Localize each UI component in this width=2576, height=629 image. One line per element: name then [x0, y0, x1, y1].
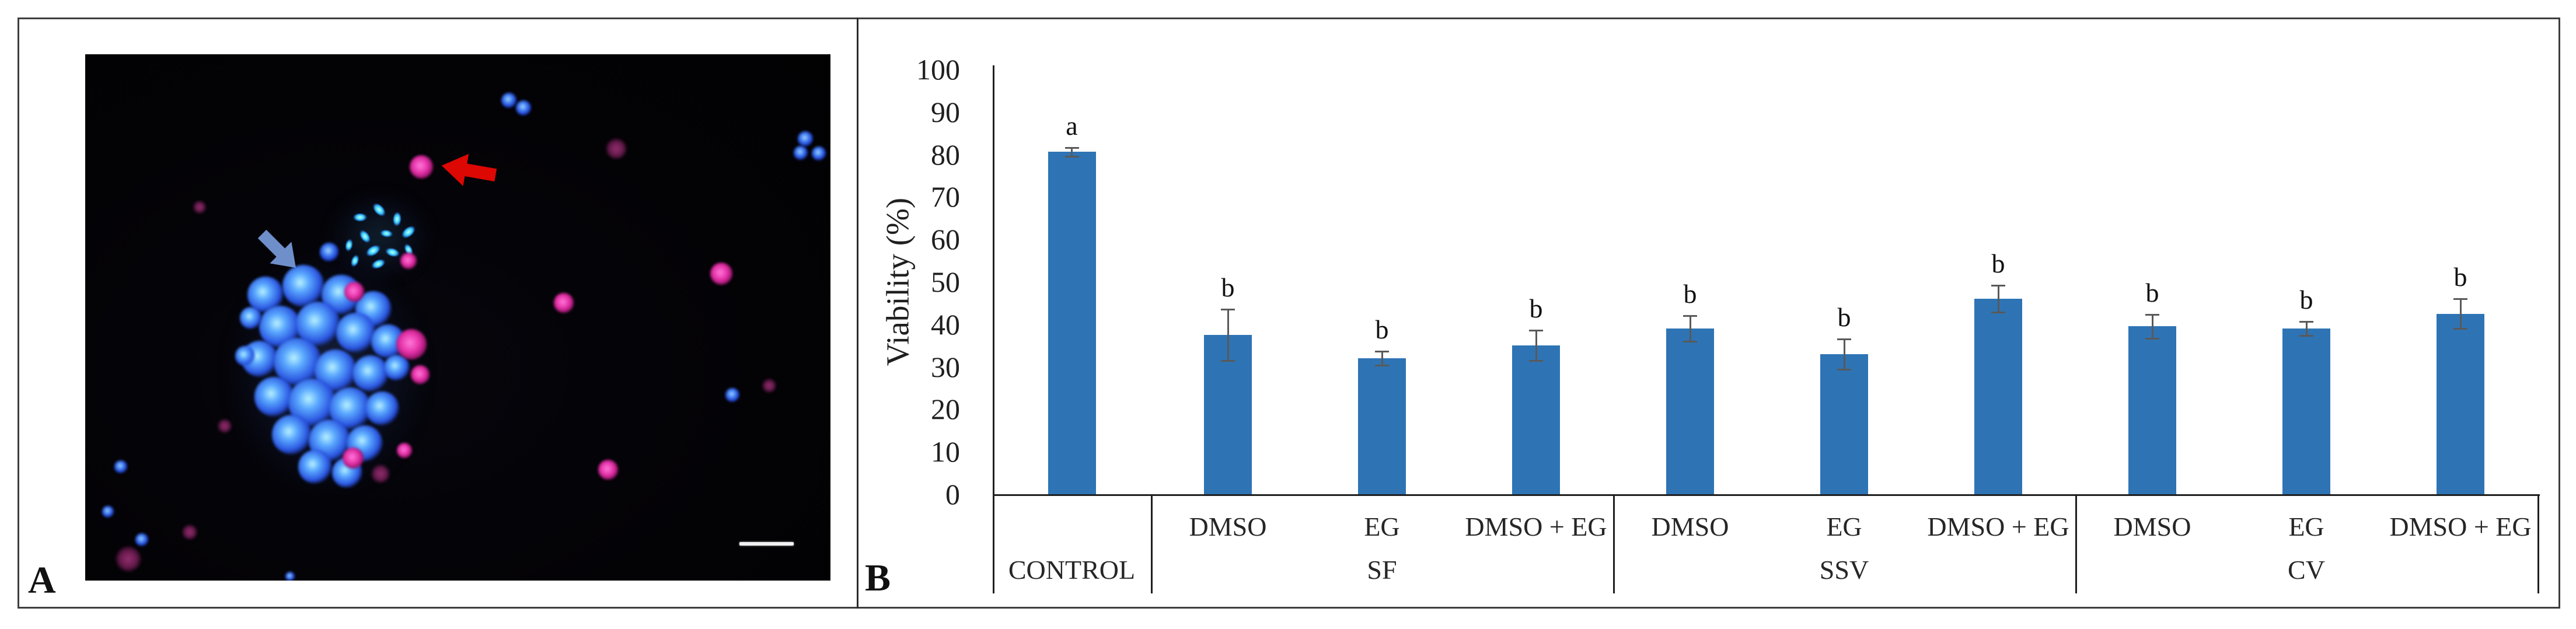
- panel-b-label: B: [865, 557, 891, 599]
- micrograph-panel: [85, 54, 830, 581]
- mitotic-chromosome-speck: [371, 257, 386, 270]
- cell-nucleus-blue: [346, 425, 383, 462]
- cell-nucleus-blue: [241, 340, 278, 378]
- mitotic-chromosome-speck: [385, 246, 399, 258]
- cell-nucleus-blue: [114, 460, 127, 473]
- panel-divider: [857, 18, 858, 609]
- cytoplasm-haze: [330, 193, 429, 280]
- cell-nucleus-blue: [295, 301, 341, 347]
- cell-nucleus-blue: [135, 533, 148, 546]
- dead-cell-pink: [598, 460, 618, 480]
- cell-nucleus-blue: [102, 506, 114, 518]
- cell-nucleus-blue: [322, 275, 361, 314]
- dead-cell-pink-dim: [606, 138, 627, 159]
- cell-nucleus-blue: [254, 377, 294, 417]
- cell-nucleus-blue: [285, 571, 295, 581]
- dead-cell-pink: [343, 448, 364, 469]
- mitotic-chromosome-speck: [354, 213, 366, 221]
- cell-nucleus-blue: [725, 388, 739, 402]
- dead-cell-pink: [396, 329, 427, 360]
- panel-a-label: A: [28, 559, 56, 602]
- cell-nucleus-blue: [239, 306, 263, 330]
- dead-cell-pink: [396, 442, 413, 459]
- cell-nucleus-blue: [812, 146, 826, 160]
- cell-nucleus-blue: [288, 379, 336, 427]
- dead-cell-pink-dim: [218, 419, 232, 433]
- cell-nucleus-blue: [515, 100, 532, 116]
- dead-cell-pink: [710, 262, 733, 285]
- mitotic-chromosome-speck: [403, 243, 414, 256]
- dead-cell-pink-dim: [116, 546, 141, 572]
- cell-nucleus-blue: [298, 450, 332, 484]
- cell-nucleus-blue: [329, 387, 371, 429]
- cell-nucleus-blue: [371, 324, 405, 358]
- red-arrow-icon: [439, 148, 499, 192]
- dead-cell-pink: [554, 293, 574, 313]
- cell-nucleus-blue: [384, 355, 410, 380]
- cell-nucleus-blue: [352, 355, 389, 392]
- dead-cell-pink-dim: [762, 379, 776, 393]
- cytoplasm-haze: [228, 254, 426, 493]
- cell-nucleus-blue: [331, 457, 363, 488]
- cell-nucleus-blue: [259, 306, 301, 348]
- cell-nucleus-blue: [355, 291, 392, 328]
- dead-cell-pink-dim: [193, 201, 206, 214]
- cell-nucleus-blue: [797, 131, 814, 147]
- dead-cell-pink: [344, 282, 364, 302]
- mitotic-chromosome-speck: [381, 229, 392, 237]
- mitotic-chromosome-speck: [350, 254, 360, 267]
- red-arrow-icon-glyph: [441, 153, 497, 186]
- cell-nucleus-blue: [235, 346, 255, 366]
- cell-nucleus-blue: [365, 392, 399, 425]
- cell-nucleus-blue: [501, 92, 517, 109]
- cell-nucleus-blue: [336, 313, 376, 352]
- dead-cell-pink: [411, 365, 430, 384]
- blue-arrow-icon-glyph: [257, 229, 296, 268]
- mitotic-chromosome-speck: [392, 212, 402, 225]
- dead-cell-pink-dim: [181, 524, 198, 540]
- cell-nucleus-blue: [794, 146, 808, 160]
- mitotic-chromosome-speck: [365, 243, 382, 258]
- cell-nucleus-blue: [272, 415, 312, 455]
- dead-cell-pink: [400, 252, 417, 270]
- mitotic-chromosome-speck: [400, 224, 417, 240]
- dead-cell-pink: [409, 155, 434, 179]
- cell-nucleus-blue: [315, 350, 357, 392]
- cell-nucleus-blue: [274, 338, 322, 386]
- blue-arrow-icon: [250, 222, 308, 279]
- cell-nucleus-blue: [247, 276, 284, 313]
- cell-nucleus-blue: [309, 420, 351, 462]
- cell-nucleus-blue: [320, 243, 338, 261]
- scale-bar: [739, 542, 794, 546]
- mitotic-chromosome-speck: [371, 202, 388, 218]
- dead-cell-pink-dim: [371, 464, 390, 483]
- mitotic-chromosome-speck: [344, 239, 354, 251]
- mitotic-chromosome-speck: [358, 229, 372, 244]
